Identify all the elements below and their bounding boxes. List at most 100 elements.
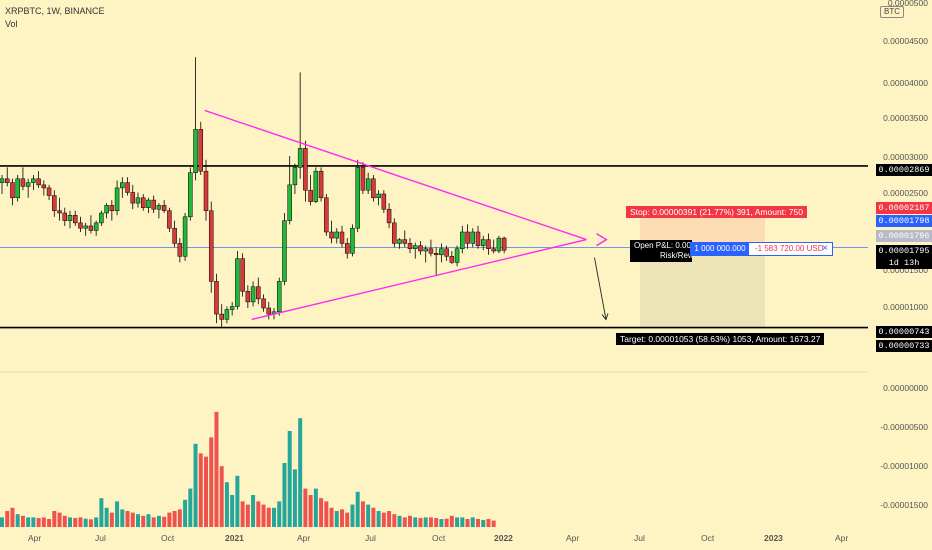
volume-bar (313, 488, 318, 527)
stop-loss-label[interactable]: Stop: 0.00000391 (21.77%) 391, Amount: 7… (626, 206, 807, 218)
currency-unit-badge[interactable]: BTC (880, 6, 904, 18)
axis-top-tick: 0.0000500 (887, 0, 928, 8)
bull-candle (250, 286, 256, 303)
volume-bar (261, 504, 266, 527)
volume-tick: -0.00000500 (880, 422, 928, 432)
volume-bar (136, 514, 140, 527)
volume-bar (120, 509, 125, 527)
volume-bar (465, 519, 470, 527)
volume-bar (31, 517, 36, 527)
volume-bar (408, 515, 412, 527)
volume-bar (47, 519, 52, 527)
bear-candle (449, 256, 455, 263)
volume-legend: Vol (5, 19, 18, 29)
bull-candle (282, 220, 287, 282)
volume-bar (481, 519, 486, 527)
volume-bar (57, 512, 62, 527)
volume-bar (418, 518, 423, 527)
bear-candle (20, 178, 26, 187)
volume-bar (167, 512, 172, 527)
volume-bar (219, 466, 224, 527)
bear-candle (418, 245, 423, 252)
bull-candle (104, 205, 109, 214)
volume-bar (204, 456, 208, 527)
breakdown-arrow (594, 257, 607, 320)
order-pnl: -1 583 720.00 USD (755, 244, 824, 253)
volume-bar (376, 511, 381, 527)
bull-candle (182, 216, 188, 257)
time-tick: Oct (161, 533, 175, 543)
entry-price-badge: 0.00001798 (876, 215, 932, 227)
bear-candle (266, 307, 272, 315)
order-quantity[interactable]: 1 000 000.000 (691, 243, 749, 255)
volume-bar (52, 511, 57, 527)
bear-candle (303, 148, 308, 191)
open-pnl-box[interactable]: Open P&L: 0.0000 Risk/Rew (630, 240, 692, 262)
bear-candle (161, 205, 167, 211)
volume-bar (292, 469, 297, 527)
time-tick: Apr (28, 533, 42, 543)
volume-bar (397, 515, 402, 527)
time-tick: Jul (365, 533, 376, 543)
volume-bar (88, 519, 93, 527)
volume-bar (230, 495, 235, 527)
volume-bar (198, 453, 203, 527)
time-tick: Oct (432, 533, 446, 543)
bear-candle (88, 225, 94, 231)
bear-candle (172, 227, 177, 244)
triangle-apex-arrow (596, 232, 608, 247)
bull-candle (120, 182, 125, 189)
volume-bar (413, 517, 418, 527)
volume-bar (68, 517, 72, 527)
bear-candle (308, 189, 313, 202)
bear-candle (491, 248, 496, 252)
volume-bar (423, 517, 428, 527)
bear-candle (444, 248, 449, 257)
bear-candle (433, 253, 439, 256)
bull-candle (365, 178, 371, 191)
bull-candle (156, 205, 162, 210)
bear-candle (198, 129, 204, 172)
bull-candle (99, 212, 104, 224)
bear-candle (475, 231, 481, 246)
volume-bar (491, 520, 496, 527)
volume-bar (428, 517, 433, 527)
bear-candle (381, 193, 387, 210)
volume-bar (36, 518, 41, 527)
volume-bar (355, 491, 360, 527)
support2-price-badge: 0.00000733 (876, 340, 932, 352)
volume-bar (162, 516, 167, 527)
volume-bar (256, 501, 261, 527)
volume-bar (371, 507, 376, 527)
bull-candle (397, 239, 402, 244)
entry2-price-badge: 0.00001796 (876, 230, 932, 242)
volume-bar (449, 515, 454, 527)
volume-bar (73, 518, 78, 527)
price-tick: 0.00004000 (883, 78, 928, 88)
bull-candle (460, 231, 465, 249)
volume-bar (172, 511, 177, 527)
target-label[interactable]: Target: 0.00001053 (58.63%) 1053, Amount… (616, 333, 825, 345)
bear-candle (10, 182, 15, 199)
volume-bar (183, 499, 188, 527)
volume-bar (240, 501, 245, 527)
order-qty-widget[interactable]: 1 000 000.000 -1 583 720.00 USD × (690, 242, 833, 256)
volume-bar (94, 517, 99, 527)
close-order-icon[interactable]: × (822, 243, 828, 254)
bull-candle (297, 148, 303, 168)
bull-candle (480, 239, 486, 246)
bull-candle (439, 248, 444, 256)
time-tick: 2021 (225, 533, 244, 543)
volume-bar (151, 517, 156, 527)
bear-candle (41, 184, 47, 189)
volume-bar (146, 514, 151, 527)
volume-bar (282, 463, 287, 527)
volume-bar (130, 512, 135, 527)
volume-bar (392, 514, 397, 527)
bear-candle (208, 210, 214, 282)
time-tick: Apr (297, 533, 311, 543)
bull-candle (454, 248, 460, 263)
bear-candle (486, 239, 491, 249)
bear-candle (219, 313, 224, 320)
